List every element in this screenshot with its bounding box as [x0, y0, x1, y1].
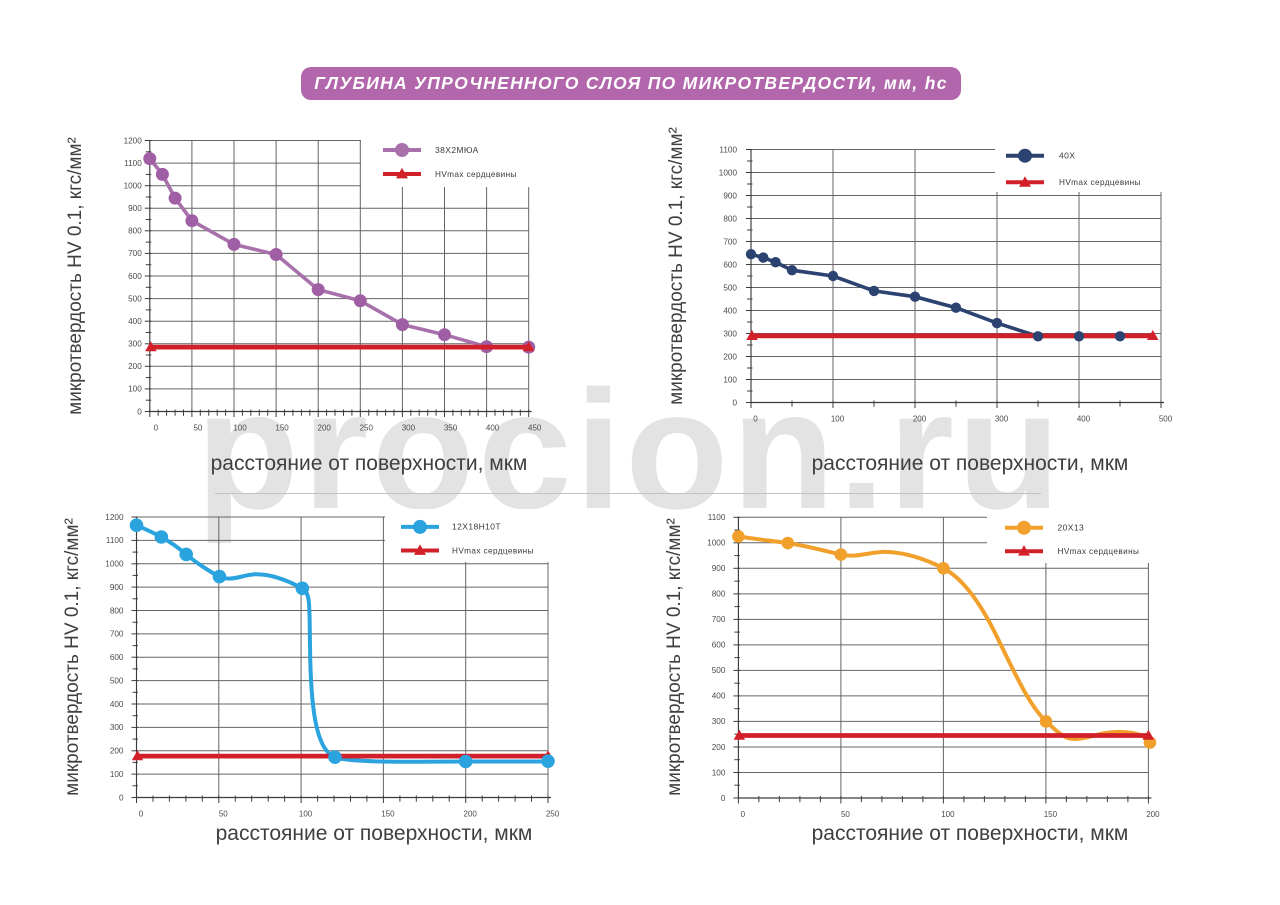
- svg-text:800: 800: [723, 214, 737, 223]
- svg-text:900: 900: [128, 204, 142, 213]
- svg-text:100: 100: [941, 810, 955, 819]
- svg-text:0: 0: [154, 424, 159, 433]
- svg-text:0: 0: [753, 415, 758, 424]
- svg-text:100: 100: [110, 770, 124, 779]
- svg-text:50: 50: [841, 810, 850, 819]
- svg-text:1100: 1100: [106, 536, 124, 545]
- svg-text:38Х2МЮА: 38Х2МЮА: [435, 145, 479, 155]
- svg-text:600: 600: [128, 272, 142, 281]
- svg-text:0: 0: [741, 810, 746, 819]
- svg-text:40Х: 40Х: [1059, 151, 1075, 161]
- svg-text:300: 300: [128, 340, 142, 349]
- svg-text:100: 100: [712, 768, 726, 777]
- svg-text:300: 300: [402, 424, 416, 433]
- svg-text:600: 600: [712, 641, 726, 650]
- svg-text:HVmax сердцевины: HVmax сердцевины: [1058, 547, 1140, 556]
- svg-text:400: 400: [128, 317, 142, 326]
- svg-text:1000: 1000: [124, 182, 143, 191]
- svg-text:300: 300: [723, 329, 737, 338]
- svg-text:150: 150: [1044, 810, 1058, 819]
- svg-text:150: 150: [381, 810, 395, 819]
- svg-text:1000: 1000: [105, 560, 124, 569]
- svg-text:500: 500: [723, 283, 737, 292]
- svg-text:300: 300: [712, 717, 726, 726]
- svg-text:700: 700: [712, 615, 726, 624]
- svg-text:900: 900: [723, 191, 737, 200]
- svg-text:400: 400: [712, 692, 726, 701]
- svg-text:100: 100: [233, 424, 247, 433]
- svg-text:400: 400: [723, 306, 737, 315]
- svg-text:1100: 1100: [708, 513, 726, 522]
- svg-text:0: 0: [139, 810, 144, 819]
- svg-text:250: 250: [546, 810, 560, 819]
- svg-text:100: 100: [723, 375, 737, 384]
- svg-text:500: 500: [712, 666, 726, 675]
- svg-text:150: 150: [275, 424, 289, 433]
- svg-text:1100: 1100: [124, 159, 142, 168]
- svg-text:1100: 1100: [719, 145, 737, 154]
- svg-text:700: 700: [723, 237, 737, 246]
- svg-text:0: 0: [732, 398, 737, 407]
- svg-text:200: 200: [1146, 810, 1160, 819]
- svg-text:600: 600: [110, 653, 124, 662]
- svg-text:1000: 1000: [707, 539, 726, 548]
- svg-text:100: 100: [299, 810, 313, 819]
- svg-text:500: 500: [1159, 415, 1173, 424]
- svg-text:100: 100: [831, 415, 845, 424]
- svg-text:50: 50: [219, 810, 228, 819]
- svg-text:700: 700: [110, 630, 124, 639]
- svg-text:1000: 1000: [719, 168, 738, 177]
- svg-text:200: 200: [110, 747, 124, 756]
- svg-text:20Х13: 20Х13: [1058, 523, 1085, 533]
- svg-text:200: 200: [913, 415, 927, 424]
- svg-text:500: 500: [128, 294, 142, 303]
- svg-text:800: 800: [712, 590, 726, 599]
- svg-text:900: 900: [110, 583, 124, 592]
- svg-text:12Х18Н10Т: 12Х18Н10Т: [452, 522, 501, 532]
- svg-text:800: 800: [110, 606, 124, 615]
- svg-text:200: 200: [128, 362, 142, 371]
- svg-text:100: 100: [128, 385, 142, 394]
- svg-text:50: 50: [193, 424, 202, 433]
- svg-text:HVmax сердцевины: HVmax сердцевины: [435, 170, 517, 179]
- svg-text:HVmax сердцевины: HVmax сердцевины: [1059, 178, 1141, 187]
- svg-text:0: 0: [119, 793, 124, 802]
- svg-text:400: 400: [486, 424, 500, 433]
- svg-text:900: 900: [712, 564, 726, 573]
- svg-text:200: 200: [464, 810, 478, 819]
- svg-text:450: 450: [528, 424, 542, 433]
- svg-text:400: 400: [1077, 415, 1091, 424]
- svg-text:800: 800: [128, 227, 142, 236]
- svg-text:200: 200: [723, 352, 737, 361]
- svg-text:0: 0: [137, 407, 142, 416]
- svg-text:250: 250: [360, 424, 374, 433]
- svg-text:300: 300: [995, 415, 1009, 424]
- svg-text:500: 500: [110, 676, 124, 685]
- svg-text:600: 600: [723, 260, 737, 269]
- svg-text:400: 400: [110, 700, 124, 709]
- svg-text:200: 200: [318, 424, 332, 433]
- svg-text:HVmax сердцевины: HVmax сердцевины: [452, 546, 534, 555]
- svg-text:700: 700: [128, 249, 142, 258]
- svg-text:350: 350: [444, 424, 458, 433]
- svg-text:1200: 1200: [105, 513, 124, 522]
- svg-text:300: 300: [110, 723, 124, 732]
- svg-text:200: 200: [712, 743, 726, 752]
- svg-text:0: 0: [721, 794, 726, 803]
- svg-text:1200: 1200: [124, 136, 143, 145]
